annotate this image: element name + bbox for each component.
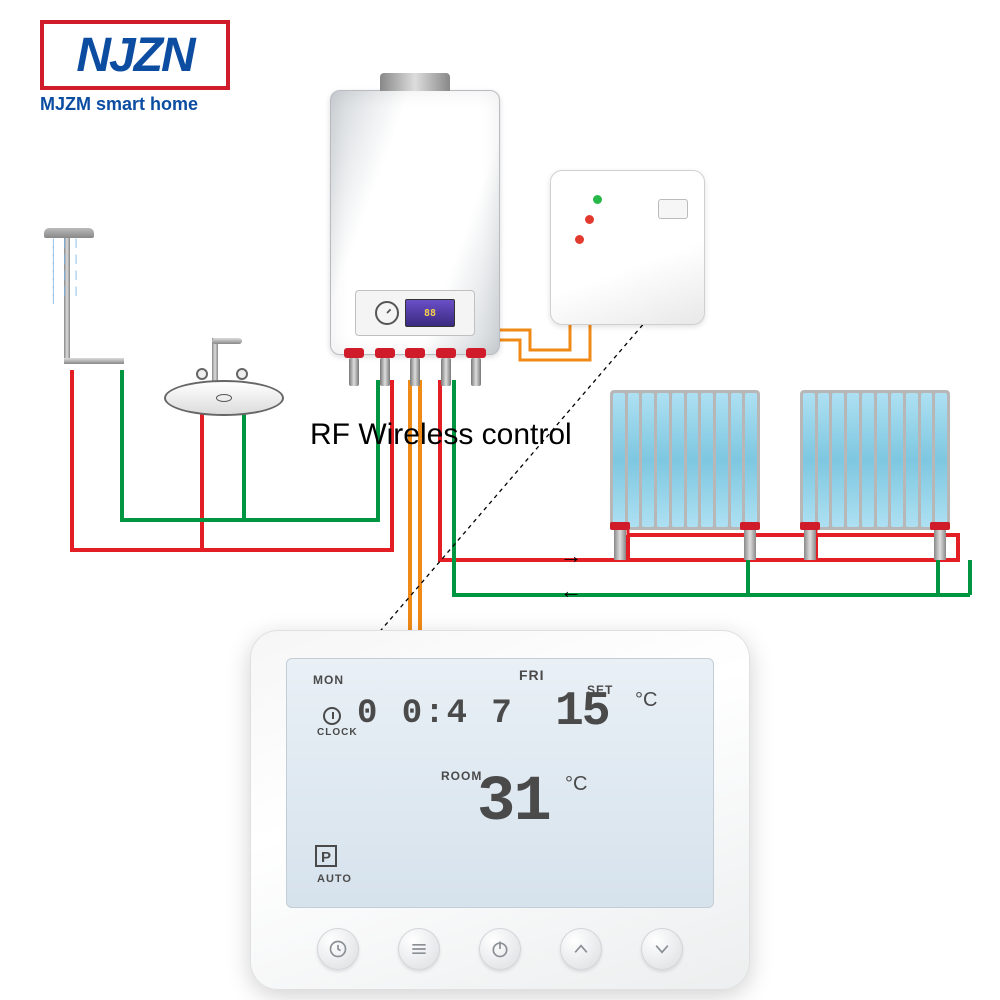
radiator-valve-icon <box>804 530 816 560</box>
boiler-unit: 88 <box>330 90 500 355</box>
lcd-day-mon: MON <box>313 673 344 687</box>
valve-icon <box>380 358 390 386</box>
clock-icon <box>328 939 348 959</box>
flow-arrow-right-icon: → <box>560 543 582 569</box>
menu-button[interactable] <box>398 928 440 970</box>
lcd-clock-label: CLOCK <box>317 727 358 738</box>
tap-handles <box>196 368 248 380</box>
tap-cold-icon <box>236 368 248 380</box>
chevron-down-icon <box>652 939 672 959</box>
down-button[interactable] <box>641 928 683 970</box>
thermostat-unit: MON FRI SET CLOCK 0 0:4 7 15 °C ROOM 31 … <box>250 630 750 990</box>
up-button[interactable] <box>560 928 602 970</box>
shower-head-icon <box>44 228 94 238</box>
led-red-icon <box>575 235 584 244</box>
valve-icon <box>441 358 451 386</box>
pressure-gauge-icon <box>375 301 399 325</box>
radiator-valve-icon <box>934 530 946 560</box>
rf-wireless-label: RF Wireless control <box>310 418 572 452</box>
radiator-2 <box>800 390 950 530</box>
lcd-set-value: 15 <box>555 685 609 739</box>
lcd-day-fri: FRI <box>519 667 545 683</box>
lcd-clock-value: 0 0:4 7 <box>357 695 514 733</box>
lcd-room-value: 31 <box>477 767 550 839</box>
clock-icon <box>323 707 341 725</box>
boiler-control-panel: 88 <box>355 290 475 336</box>
radiator-valve-icon <box>744 530 756 560</box>
lcd-auto-label: AUTO <box>317 873 352 885</box>
boiler-valves <box>349 358 481 386</box>
sink-basin-icon <box>164 380 284 416</box>
rf-receiver <box>550 170 705 325</box>
menu-icon <box>409 939 429 959</box>
power-icon <box>490 939 510 959</box>
radiator-valve-icon <box>614 530 626 560</box>
diagram-canvas: NJZN MJZM smart home <box>0 0 1000 1000</box>
shower-connector <box>64 358 124 364</box>
radiator-1 <box>610 390 760 530</box>
valve-icon <box>471 358 481 386</box>
led-red-icon <box>585 215 594 224</box>
chevron-up-icon <box>571 939 591 959</box>
power-button[interactable] <box>479 928 521 970</box>
thermostat-button-row <box>286 928 714 970</box>
led-green-icon <box>593 195 602 204</box>
flow-arrow-left-icon: ← <box>560 578 582 604</box>
lcd-room-unit: °C <box>565 773 587 796</box>
receiver-button[interactable] <box>658 199 688 219</box>
valve-icon <box>349 358 359 386</box>
sink-drain-icon <box>216 394 232 402</box>
valve-icon <box>410 358 420 386</box>
boiler-vent <box>380 73 450 91</box>
boiler-display: 88 <box>405 299 455 327</box>
clock-button[interactable] <box>317 928 359 970</box>
lcd-program-icon: P <box>315 845 337 867</box>
lcd-set-unit: °C <box>635 689 657 712</box>
tap-hot-icon <box>196 368 208 380</box>
thermostat-lcd: MON FRI SET CLOCK 0 0:4 7 15 °C ROOM 31 … <box>286 658 714 908</box>
water-spray-icon: | | | || | | || | | || | | | <box>52 240 86 290</box>
